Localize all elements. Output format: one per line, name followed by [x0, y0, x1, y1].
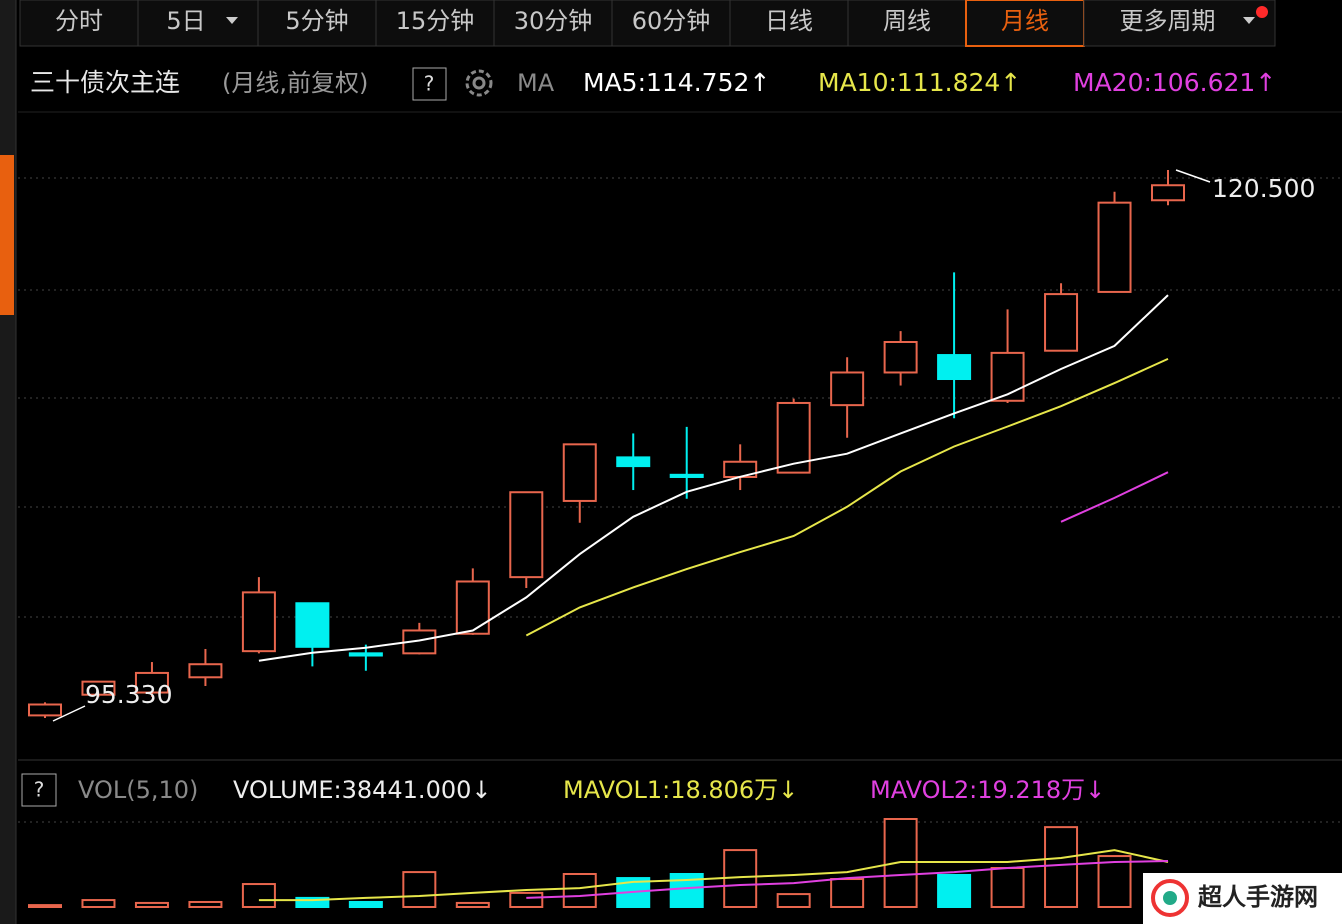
volume-bar: [348, 900, 383, 909]
period-tab[interactable]: [611, 0, 731, 47]
period-tab-label: 月线: [1001, 7, 1049, 35]
candle-body: [669, 473, 704, 478]
period-tab-label: 更多周期: [1120, 7, 1216, 35]
candle-body: [81, 680, 116, 696]
volume-bar: [295, 896, 330, 908]
volume-bar: [830, 878, 865, 908]
period-tab-label: 30分钟: [514, 7, 593, 35]
period-tab-label: 60分钟: [632, 7, 711, 35]
vol-ma-readout: MAVOL2:19.218万↓: [870, 776, 1105, 804]
period-tab[interactable]: [137, 0, 259, 47]
candle-body: [241, 591, 276, 653]
watermark: 超人手游网: [1143, 873, 1342, 924]
ma-readout: MA20:106.621↑: [1073, 68, 1276, 97]
candle-body: [830, 371, 865, 407]
candle-body: [616, 456, 651, 468]
left-strip: [0, 0, 16, 924]
volume-bar: [134, 901, 169, 908]
period-tab-label: 日线: [765, 7, 813, 35]
candle-body: [1097, 201, 1132, 293]
instrument-name: 三十债次主连: [30, 68, 180, 97]
period-note: (月线,前复权): [222, 69, 368, 97]
candle-body: [295, 602, 330, 648]
ma-readout: MA5:114.752↑: [583, 68, 770, 97]
vol-help-button[interactable]: [21, 773, 57, 807]
candle-body: [883, 340, 918, 374]
volume-bar: [241, 883, 276, 908]
vol-ma-readout: MAVOL1:18.806万↓: [563, 776, 798, 804]
vol-ma-line: [258, 849, 1169, 902]
candle-body: [1044, 293, 1079, 352]
period-tab[interactable]: [729, 0, 849, 47]
volume-bar: [81, 899, 116, 909]
period-tab[interactable]: [847, 0, 967, 47]
help-icon: ?: [424, 72, 435, 96]
volume-bar: [1044, 826, 1079, 908]
annotation-label: 95.330: [85, 680, 172, 709]
annotation-arrow: [52, 705, 86, 722]
dropdown-caret: [1243, 17, 1255, 24]
candle-body: [562, 443, 597, 502]
volume-bar: [937, 873, 972, 909]
ma-line: [525, 357, 1169, 637]
period-tab[interactable]: [257, 0, 377, 47]
left-marker: [0, 155, 14, 315]
vol-label: VOL(5,10): [78, 776, 198, 804]
period-tab-label: 15分钟: [396, 7, 475, 35]
notify-dot: [1256, 6, 1268, 18]
volume-bar: [509, 891, 544, 908]
period-tab-label: 5日: [166, 7, 205, 35]
candle-body: [348, 652, 383, 657]
candle-body: [509, 491, 544, 579]
period-tab[interactable]: [19, 0, 139, 47]
period-tab[interactable]: [1083, 0, 1276, 47]
watermark-text: 超人手游网: [1198, 883, 1318, 911]
annotation-label: 120.500: [1212, 174, 1315, 203]
period-tab[interactable]: [493, 0, 613, 47]
ma-line: [258, 294, 1169, 662]
volume-bar: [990, 867, 1025, 908]
candle-body: [134, 671, 169, 694]
period-tab-label: 5分钟: [285, 7, 348, 35]
candle-body: [990, 351, 1025, 402]
volume-bar: [776, 893, 811, 909]
candle-body: [188, 663, 223, 679]
volume-bar: [1097, 855, 1132, 909]
candle-body: [1151, 184, 1185, 202]
volume-bar: [562, 873, 597, 908]
annotation-arrow: [1175, 169, 1211, 183]
indicator-name: MA: [517, 69, 555, 97]
settings-icon[interactable]: [465, 69, 493, 97]
help-button[interactable]: [412, 67, 447, 101]
vol-help-icon: ?: [34, 778, 45, 802]
ma-line: [1060, 471, 1169, 523]
period-tab-label: 分时: [55, 7, 103, 35]
candle-body: [937, 354, 972, 381]
period-tab[interactable]: [965, 0, 1085, 47]
volume-bar: [402, 871, 437, 909]
dropdown-caret: [226, 17, 238, 24]
candle-body: [28, 703, 62, 717]
volume-bar: [188, 900, 223, 909]
vol-ma-line: [526, 860, 1169, 899]
candle-body: [455, 580, 490, 635]
period-tab[interactable]: [375, 0, 495, 47]
volume-bar: [455, 901, 490, 908]
vol-readout: VOLUME:38441.000↓: [233, 776, 491, 804]
volume-bar: [28, 904, 62, 909]
period-tab-label: 周线: [883, 7, 931, 35]
ma-readout: MA10:111.824↑: [818, 68, 1021, 97]
